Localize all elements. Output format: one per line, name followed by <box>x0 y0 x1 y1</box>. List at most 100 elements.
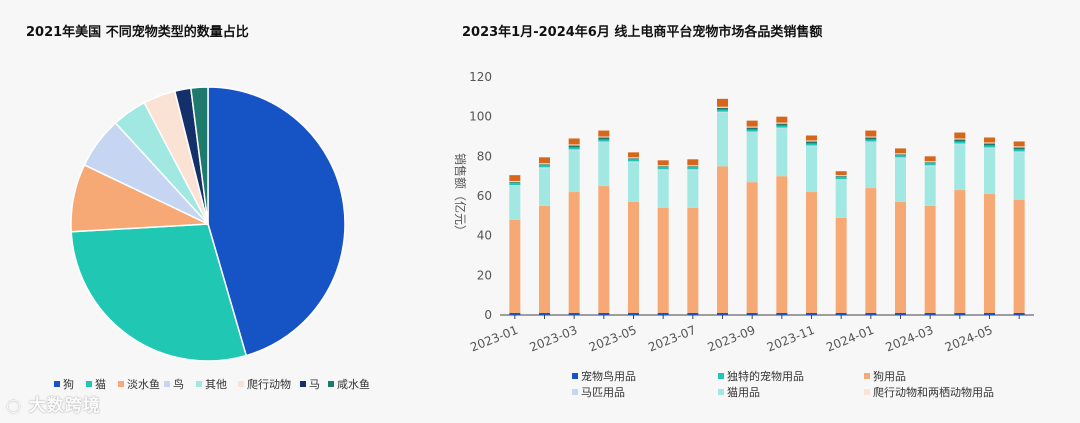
bar-segment <box>806 313 817 315</box>
bar-segment <box>687 159 699 166</box>
bar-segment <box>717 109 728 112</box>
bar-segment <box>539 168 550 206</box>
pie-legend-item[interactable]: 爬行动物 <box>238 376 291 392</box>
pie-slice-1 <box>70 223 248 362</box>
legend-label: 爬行动物 <box>247 378 291 391</box>
legend-swatch <box>196 381 202 387</box>
pie-legend-item[interactable]: 马 <box>300 376 320 392</box>
bar-legend-item[interactable]: 猫用品 <box>718 384 760 400</box>
y-tick-label: 40 <box>477 229 492 243</box>
bar-segment <box>835 177 847 180</box>
bar-segment <box>687 169 699 171</box>
bar-segment <box>1013 313 1025 315</box>
bar-segment <box>657 166 669 168</box>
bar-segment <box>954 141 966 144</box>
bar-segment <box>657 169 669 171</box>
bar-segment <box>568 192 580 314</box>
bar-segment <box>687 313 699 315</box>
bar-segment <box>598 313 610 315</box>
legend-swatch <box>718 389 724 395</box>
bar-segment <box>717 107 728 110</box>
pie-legend-item[interactable]: 淡水鱼 <box>118 376 160 392</box>
bar-segment <box>776 125 788 128</box>
bar-segment <box>895 148 906 154</box>
bar-segment <box>509 181 521 183</box>
bar-segment <box>984 148 995 195</box>
bar-segment <box>717 98 728 107</box>
bar-segment <box>954 313 966 315</box>
bar-segment <box>895 153 906 155</box>
legend-label: 狗 <box>63 378 74 391</box>
bar-segment <box>776 176 788 314</box>
bar-segment <box>628 162 639 202</box>
bar-segment <box>806 140 817 142</box>
bar-segment <box>776 127 788 129</box>
legend-swatch <box>864 389 870 395</box>
x-tick-label: 2023-03 <box>528 323 580 355</box>
bar-segment <box>657 165 669 167</box>
legend-label: 其他 <box>205 378 227 391</box>
bar-segment <box>1013 149 1025 152</box>
legend-swatch <box>864 373 870 379</box>
legend-swatch <box>86 381 92 387</box>
bar-segment <box>628 161 639 163</box>
bar-segment <box>806 141 817 144</box>
pie-legend-item[interactable]: 狗 <box>54 376 74 392</box>
bar-segment <box>1013 141 1025 147</box>
bar-segment <box>924 161 936 163</box>
bar-segment <box>628 157 639 159</box>
legend-label: 马匹用品 <box>581 386 625 399</box>
bar-segment <box>717 111 728 113</box>
pie-legend-item[interactable]: 其他 <box>196 376 227 392</box>
legend-label: 独特的宠物用品 <box>727 370 804 383</box>
bar-segment <box>895 313 906 315</box>
legend-label: 咸水鱼 <box>337 378 370 391</box>
legend-label: 马 <box>309 378 320 391</box>
bar-segment <box>746 120 758 127</box>
watermark: ◌ 大数跨境 <box>6 391 101 416</box>
bar-segment <box>776 313 788 315</box>
pie-legend-item[interactable]: 咸水鱼 <box>328 376 370 392</box>
pie-legend-item[interactable]: 猫 <box>86 376 106 392</box>
bar-segment <box>984 313 995 315</box>
bar-legend-item[interactable]: 独特的宠物用品 <box>718 368 804 384</box>
x-tick-label: 2023-01 <box>468 323 520 355</box>
bar-segment <box>539 164 550 166</box>
bar-segment <box>806 135 817 141</box>
bar-segment <box>746 131 758 133</box>
bar-segment <box>568 144 580 146</box>
x-tick-label: 2023-11 <box>765 323 817 355</box>
x-tick-label: 2024-03 <box>884 323 936 355</box>
bar-legend-item[interactable]: 爬行动物和两栖动物用品 <box>864 384 994 400</box>
bar-segment <box>835 313 847 315</box>
bar-segment <box>746 132 758 183</box>
bar-segment <box>895 157 906 159</box>
bar-segment <box>776 128 788 177</box>
bar-segment <box>628 313 639 315</box>
y-tick-label: 80 <box>477 149 492 163</box>
bar-segment <box>835 175 847 177</box>
bar-segment <box>746 126 758 128</box>
bar-legend-item[interactable]: 宠物鸟用品 <box>572 368 636 384</box>
bar-segment <box>628 201 639 314</box>
bar-segment <box>954 132 966 139</box>
bar-segment <box>954 139 966 142</box>
bar-segment <box>924 156 936 162</box>
bar-segment <box>568 138 580 145</box>
bar-segment <box>657 167 669 170</box>
bar-segment <box>865 137 877 140</box>
bar-segment <box>657 207 669 314</box>
bar-segment <box>746 182 758 314</box>
bar-segment <box>865 313 877 315</box>
bar-segment <box>598 186 610 314</box>
bar-legend-item[interactable]: 马匹用品 <box>572 384 625 400</box>
bar-segment <box>539 313 550 315</box>
bar-legend-item[interactable]: 狗用品 <box>864 368 906 384</box>
y-axis-label: 销售额（亿元） <box>453 153 468 237</box>
pie-legend-item[interactable]: 鸟 <box>164 376 184 392</box>
bar-segment <box>568 149 580 151</box>
bar-segment <box>835 171 847 176</box>
bar-segment <box>746 127 758 130</box>
bar-segment <box>954 143 966 145</box>
bar-segment <box>509 182 521 184</box>
